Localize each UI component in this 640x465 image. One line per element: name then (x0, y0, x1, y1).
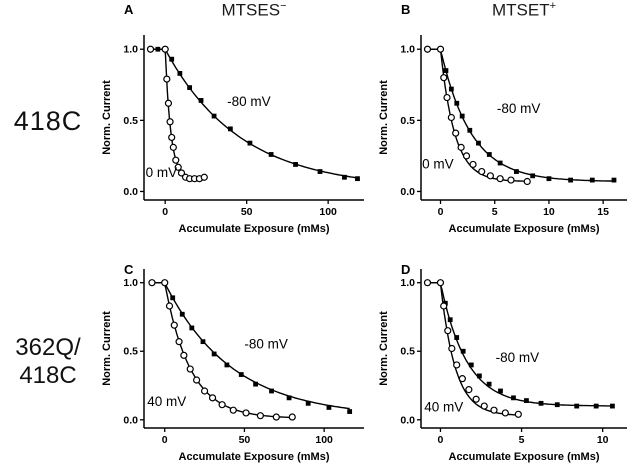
svg-text:100: 100 (319, 206, 337, 218)
svg-text:0 mV: 0 mV (146, 165, 178, 180)
svg-text:-80 mV: -80 mV (244, 337, 288, 352)
svg-text:-80 mV: -80 mV (497, 101, 541, 116)
svg-text:Accumulate Exposure (mMs): Accumulate Exposure (mMs) (449, 451, 600, 463)
svg-text:0.0: 0.0 (123, 414, 138, 426)
svg-text:Norm. Current: Norm. Current (378, 80, 390, 155)
column-title-mtses-base: MTSES (221, 0, 281, 20)
svg-text:0.5: 0.5 (123, 115, 138, 127)
svg-text:40 mV: 40 mV (147, 394, 186, 409)
svg-text:Accumulate Exposure (mMs): Accumulate Exposure (mMs) (179, 451, 330, 463)
svg-text:0: 0 (438, 206, 444, 218)
svg-text:5: 5 (519, 434, 525, 446)
svg-text:100: 100 (315, 434, 333, 446)
column-title-mtses-charge: − (280, 0, 287, 12)
svg-text:5: 5 (492, 206, 498, 218)
column-title-mtset: MTSET+ (421, 0, 627, 21)
row-label-line-2: 418C (19, 361, 77, 389)
svg-text:1.0: 1.0 (400, 277, 415, 289)
panel-letter-d: D (401, 262, 411, 277)
column-title-mtses: MTSES− (144, 0, 364, 21)
column-title-mtset-charge: + (549, 0, 557, 12)
column-title-mtset-base: MTSET (491, 0, 550, 20)
svg-text:0.0: 0.0 (123, 186, 138, 198)
svg-text:40 mV: 40 mV (424, 400, 463, 415)
chart-418c-mtset: 0 5 10 15 0.0 0.5 1.0 Accumulate Exposure (mMs)… (375, 26, 638, 237)
row-label-362q-418c: 362Q/ 418C (0, 334, 96, 389)
panel-d-362q418c-mtset: D 0 5 10 0.0 0.5 1.0 Accumulate Exposure (mMs)… (375, 246, 638, 465)
chart-svg: 0 50 100 0.0 0.5 1.0 Accumulate Exposure (mMs)… (101, 35, 364, 235)
chart-svg: 0 5 10 0.0 0.5 1.0 Accumulate Exposure (mMs) No… (378, 269, 627, 463)
row-label-418c: 418C (13, 106, 83, 136)
svg-text:50: 50 (239, 434, 251, 446)
chart-svg: 0 5 10 15 0.0 0.5 1.0 Accumulate Exposure (mMs)… (378, 35, 627, 235)
svg-text:0 mV: 0 mV (422, 157, 454, 172)
svg-text:1.0: 1.0 (123, 44, 138, 56)
panel-letter-c: C (124, 262, 134, 277)
row-label-line-1: 362Q/ (15, 334, 81, 361)
svg-text:0: 0 (438, 434, 444, 446)
svg-text:15: 15 (597, 206, 609, 218)
panel-letter-b: B (401, 2, 411, 17)
svg-text:Norm. Current: Norm. Current (378, 311, 390, 386)
svg-text:0.5: 0.5 (123, 346, 138, 358)
svg-text:50: 50 (241, 206, 253, 218)
svg-text:1.0: 1.0 (123, 277, 138, 289)
panel-c-362q418c-mtses: C 0 50 100 0.0 0.5 1.0 Accumulate Exposure (mM… (98, 246, 375, 465)
chart-418c-mtses: 0 50 100 0.0 0.5 1.0 Accumulate Exposure (mMs)… (98, 26, 375, 237)
chart-svg: 0 50 100 0.0 0.5 1.0 Accumulate Exposure (mMs)… (101, 269, 364, 463)
chart-362q418c-mtses: 0 50 100 0.0 0.5 1.0 Accumulate Exposure (mMs)… (98, 260, 375, 465)
svg-text:1.0: 1.0 (400, 44, 415, 56)
panel-a-418c-mtses: A MTSES− 0 50 100 0.0 0.5 1.0 Accumulate Expos… (98, 0, 375, 237)
svg-text:0.5: 0.5 (400, 115, 415, 127)
panel-letter-a: A (124, 2, 134, 17)
panel-b-418c-mtset: B MTSET+ 0 5 10 15 0.0 0.5 1.0 Accumulate Expos… (375, 0, 638, 237)
svg-text:0.0: 0.0 (400, 186, 415, 198)
svg-text:0: 0 (162, 434, 168, 446)
svg-text:0.0: 0.0 (400, 414, 415, 426)
chart-362q418c-mtset: 0 5 10 0.0 0.5 1.0 Accumulate Exposure (mMs) No… (375, 260, 638, 465)
svg-text:10: 10 (597, 434, 609, 446)
svg-text:Accumulate Exposure (mMs): Accumulate Exposure (mMs) (179, 223, 330, 235)
svg-text:10: 10 (543, 206, 555, 218)
svg-text:-80 mV: -80 mV (496, 350, 540, 365)
svg-text:Norm. Current: Norm. Current (101, 80, 113, 155)
svg-text:Norm. Current: Norm. Current (101, 311, 113, 386)
svg-text:-80 mV: -80 mV (227, 94, 271, 109)
svg-text:0: 0 (162, 206, 168, 218)
svg-text:Accumulate Exposure (mMs): Accumulate Exposure (mMs) (449, 223, 600, 235)
svg-text:0.5: 0.5 (400, 346, 415, 358)
